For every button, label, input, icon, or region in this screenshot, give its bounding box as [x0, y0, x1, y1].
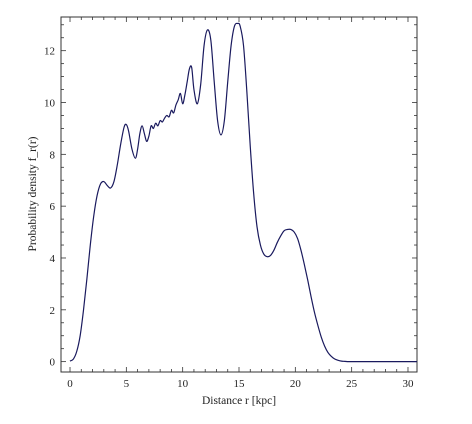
x-axis-title: Distance r [kpc] — [202, 395, 276, 407]
y-tick-label: 0 — [50, 357, 56, 369]
x-tick-label: 5 — [124, 378, 130, 390]
y-axis-title: Probability density f_r(r) — [27, 136, 39, 251]
y-tick-label: 4 — [50, 253, 56, 265]
x-tick-label: 25 — [346, 378, 358, 390]
x-tick-label: 30 — [402, 378, 414, 390]
x-tick-label: 15 — [234, 378, 246, 390]
y-tick-label: 10 — [44, 98, 56, 110]
tick-labels: 0 5 10 15 20 25 30 0 2 4 6 8 10 12 — [44, 46, 414, 390]
plot-frame — [60, 16, 418, 373]
y-tick-label: 8 — [50, 149, 56, 161]
y-tick-label: 2 — [50, 305, 56, 317]
y-tick-label: 12 — [44, 46, 55, 58]
x-tick-label: 0 — [67, 378, 73, 390]
series-line — [69, 22, 417, 363]
tick-marks — [61, 17, 417, 372]
x-tick-label: 10 — [177, 378, 189, 390]
x-tick-label: 20 — [290, 378, 302, 390]
y-tick-label: 6 — [50, 201, 56, 213]
